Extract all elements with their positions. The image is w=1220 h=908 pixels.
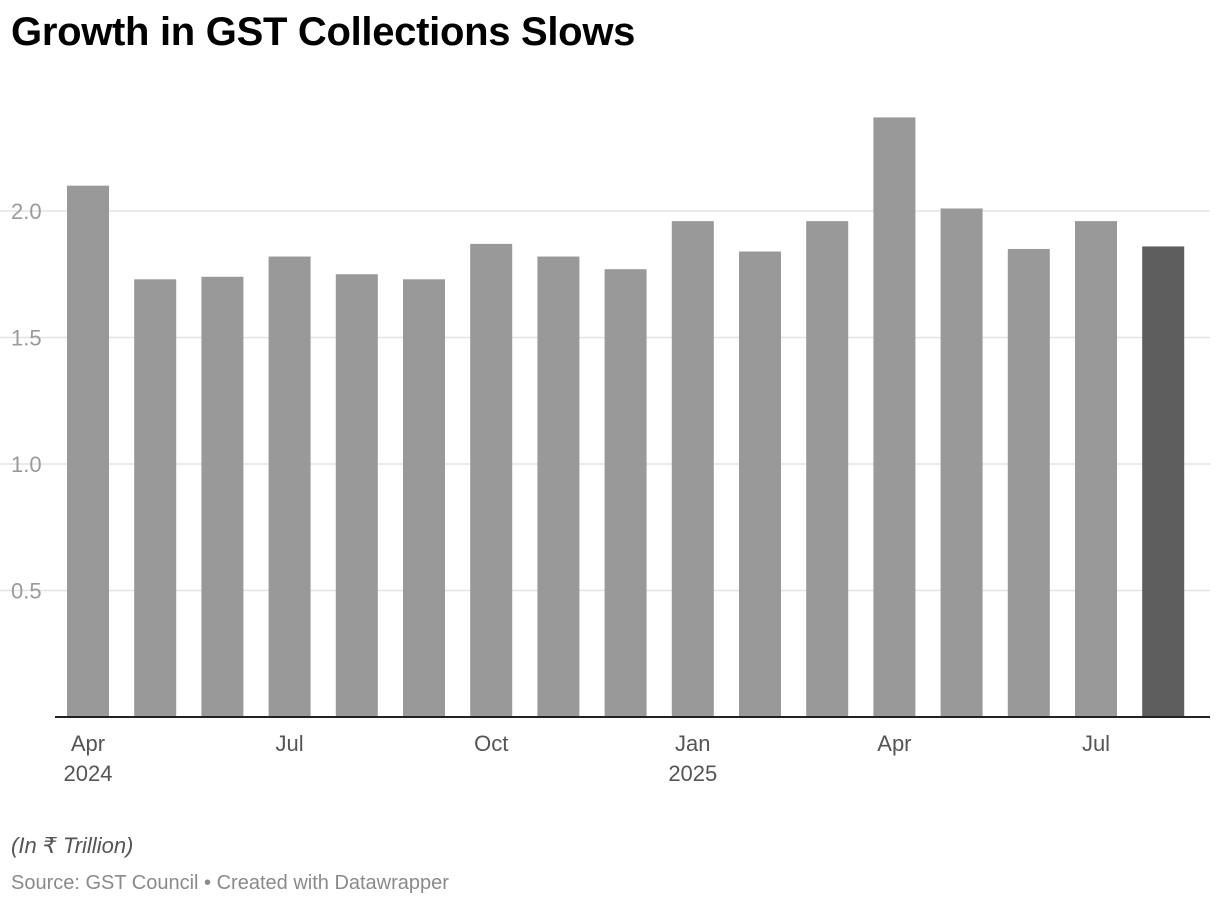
y-tick-label: 1.0	[11, 452, 42, 477]
bar	[268, 256, 311, 717]
bar	[1007, 248, 1050, 717]
bar	[403, 279, 445, 717]
x-tick-label: Oct	[474, 731, 508, 756]
x-tick-label: Apr	[71, 731, 105, 756]
bar	[671, 221, 714, 717]
bar	[873, 117, 916, 717]
bar	[67, 185, 109, 717]
x-tick-year-label: 2024	[64, 761, 113, 786]
bar	[739, 251, 781, 718]
source-credit: Source: GST Council • Created with Dataw…	[11, 872, 449, 894]
bar	[806, 221, 849, 717]
x-tick-label: Jan	[675, 731, 710, 756]
chart-title: Growth in GST Collections Slows	[11, 10, 636, 54]
x-tick-year-label: 2025	[668, 761, 717, 786]
x-tick-label: Jul	[1082, 731, 1110, 756]
x-tick-label: Jul	[276, 731, 304, 756]
y-tick-label: 1.5	[11, 326, 42, 351]
bar	[537, 256, 580, 717]
bar	[940, 208, 983, 717]
bar	[134, 279, 177, 717]
bar	[1142, 246, 1185, 718]
x-tick-label: Apr	[877, 731, 911, 756]
bar	[335, 274, 378, 717]
bar	[1075, 221, 1117, 717]
bar	[201, 276, 244, 717]
bar	[470, 243, 513, 717]
y-tick-label: 0.5	[11, 579, 42, 604]
bar	[604, 269, 647, 717]
y-tick-label: 2.0	[11, 199, 42, 224]
unit-note: (In ₹ Trillion)	[11, 833, 134, 858]
